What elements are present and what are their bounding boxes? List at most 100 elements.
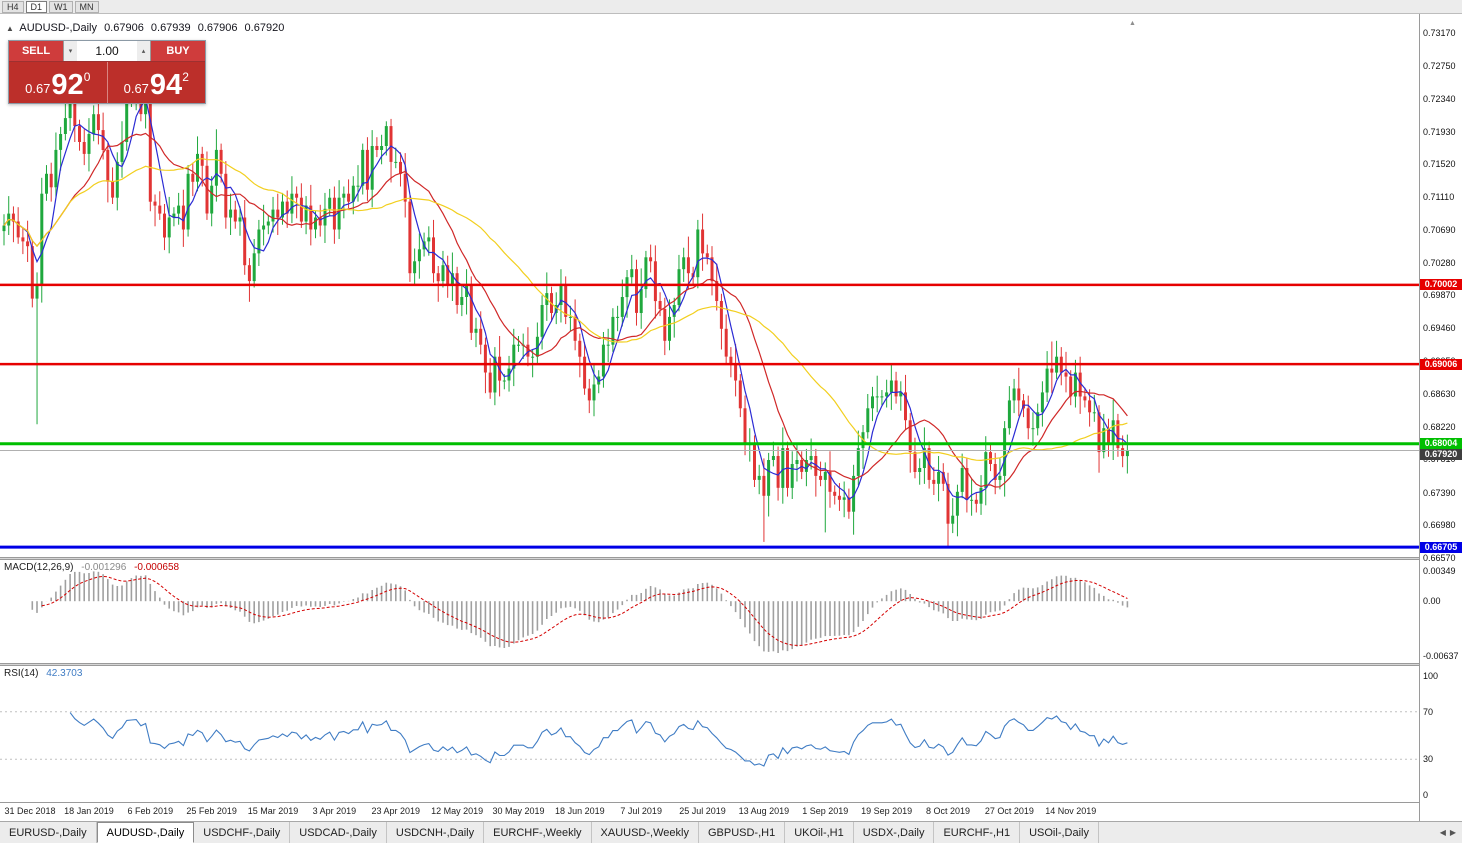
hline-price-badge: 0.69006 bbox=[1420, 358, 1462, 370]
axis-price-label: 0.68220 bbox=[1423, 421, 1456, 432]
trade-panel-divider bbox=[106, 62, 108, 103]
axis-price-label: 0.72340 bbox=[1423, 94, 1456, 105]
rsi-name: RSI(14) bbox=[4, 668, 39, 679]
chart-shift-marker[interactable]: ▲ bbox=[1129, 20, 1136, 27]
ohlc-close-value: 0.67920 bbox=[244, 22, 285, 34]
buy-button[interactable]: BUY bbox=[151, 41, 205, 61]
macd-name: MACD(12,26,9) bbox=[4, 562, 74, 573]
hline-price-badge: 0.66705 bbox=[1420, 541, 1462, 553]
date-axis-label: 25 Feb 2019 bbox=[186, 806, 237, 816]
price-pane[interactable]: ▲ AUDUSD-,Daily 0.67906 0.67939 0.67906 … bbox=[0, 14, 1419, 557]
ohlc-high-value: 0.67939 bbox=[150, 22, 191, 34]
axis-price-label: 0.71520 bbox=[1423, 159, 1456, 170]
axis-price-label: 70 bbox=[1423, 706, 1434, 717]
date-axis-label: 30 May 2019 bbox=[492, 806, 545, 816]
chart-tab-usdcad-daily[interactable]: USDCAD-,Daily bbox=[290, 822, 387, 843]
timeframe-button-w1[interactable]: W1 bbox=[49, 0, 73, 13]
axis-price-label: 0.00 bbox=[1423, 596, 1441, 607]
chart-tab-ukoil-h1[interactable]: UKOil-,H1 bbox=[785, 822, 854, 843]
axis-price-label: 0.72750 bbox=[1423, 61, 1456, 72]
chart-area: ▲ AUDUSD-,Daily 0.67906 0.67939 0.67906 … bbox=[0, 14, 1419, 821]
tab-scroll-right-icon[interactable]: ▶ bbox=[1449, 828, 1456, 837]
ask-price-small: 0.67 bbox=[123, 81, 149, 96]
macd-signal-value: -0.000658 bbox=[134, 562, 180, 573]
bid-price-big: 92 bbox=[51, 69, 84, 101]
axis-price-label: 0.69870 bbox=[1423, 290, 1456, 301]
chart-tab-eurchf-h1[interactable]: EURCHF-,H1 bbox=[934, 822, 1021, 843]
axis-price-label: 100 bbox=[1423, 671, 1439, 681]
ask-price-big: 94 bbox=[149, 69, 183, 101]
chart-tab-usdchf-daily[interactable]: USDCHF-,Daily bbox=[194, 822, 291, 843]
tab-scroll-left-icon[interactable]: ◀ bbox=[1439, 828, 1446, 837]
rsi-chart-canvas[interactable] bbox=[0, 666, 1419, 802]
one-click-trading-panel: SELL ▾ 1.00 ▴ BUY 0.67 92 0 bbox=[8, 40, 206, 104]
hline-price-badge: 0.70002 bbox=[1420, 279, 1462, 291]
chart-tab-eurusd-daily[interactable]: EURUSD-,Daily bbox=[0, 822, 97, 843]
volume-increase-button[interactable]: ▴ bbox=[137, 41, 150, 61]
price-scale[interactable]: 0.73170 0.72750 0.72340 0.71930 0.71520 0.711… bbox=[1419, 14, 1462, 821]
pane-splitter[interactable] bbox=[0, 557, 1419, 560]
axis-price-label: 0.70280 bbox=[1423, 257, 1456, 268]
sell-button[interactable]: SELL bbox=[9, 41, 63, 61]
date-axis-label: 14 Nov 2019 bbox=[1045, 806, 1097, 816]
date-axis-label: 25 Jul 2019 bbox=[679, 806, 726, 816]
hline-price-badge: 0.68004 bbox=[1420, 438, 1462, 450]
volume-spinner: ▾ 1.00 ▴ bbox=[63, 41, 151, 61]
trade-panel-toggle-icon[interactable]: ▲ bbox=[6, 24, 14, 33]
volume-decrease-button[interactable]: ▾ bbox=[64, 41, 77, 61]
timeframe-toolbar: H4 D1 W1 MN bbox=[0, 0, 1462, 14]
tab-scroll-arrows: ◀ ▶ bbox=[1434, 822, 1462, 843]
date-axis-label: 27 Oct 2019 bbox=[984, 806, 1034, 816]
chart-tab-audusd-daily[interactable]: AUDUSD-,Daily bbox=[96, 822, 195, 843]
current-price-badge: 0.67920 bbox=[1420, 449, 1462, 461]
chart-tab-usdx-daily[interactable]: USDX-,Daily bbox=[854, 822, 935, 843]
date-axis-label: 15 Mar 2019 bbox=[247, 806, 299, 816]
axis-price-label: 0.66570 bbox=[1423, 552, 1456, 563]
ohlc-low-value: 0.67906 bbox=[197, 22, 238, 34]
date-axis-label: 18 Jan 2019 bbox=[64, 806, 114, 816]
date-axis-label: 6 Feb 2019 bbox=[127, 806, 174, 816]
date-axis-label: 13 Aug 2019 bbox=[738, 806, 790, 816]
date-axis-label: 18 Jun 2019 bbox=[555, 806, 605, 816]
bid-price-button[interactable]: 0.67 92 0 bbox=[9, 62, 107, 103]
rsi-indicator-label: RSI(14) 42.3703 bbox=[4, 668, 87, 679]
ask-price-button[interactable]: 0.67 94 2 bbox=[108, 62, 206, 103]
date-axis-label: 1 Sep 2019 bbox=[802, 806, 849, 816]
date-axis[interactable]: 31 Dec 2018 18 Jan 2019 6 Feb 2019 25 Feb 2… bbox=[0, 802, 1419, 821]
chart-tabbar: EURUSD-,Daily AUDUSD-,Daily USDCHF-,Daily U… bbox=[0, 821, 1462, 843]
macd-indicator-label: MACD(12,26,9) -0.001296 -0.000658 bbox=[4, 562, 184, 573]
chart-tab-usdcnh-daily[interactable]: USDCNH-,Daily bbox=[387, 822, 485, 843]
chart-tab-xauusd-weekly[interactable]: XAUUSD-,Weekly bbox=[592, 822, 699, 843]
date-axis-label: 19 Sep 2019 bbox=[861, 806, 913, 816]
rsi-value: 42.3703 bbox=[46, 668, 83, 679]
axis-price-label: 0.73170 bbox=[1423, 28, 1456, 39]
axis-price-label: 0.68630 bbox=[1423, 389, 1456, 400]
date-axis-label: 12 May 2019 bbox=[431, 806, 484, 816]
axis-price-label: 0.00349 bbox=[1423, 566, 1456, 577]
axis-price-label: 0 bbox=[1423, 790, 1429, 800]
chart-tab-gbpusd-h1[interactable]: GBPUSD-,H1 bbox=[699, 822, 786, 843]
date-axis-label: 7 Jul 2019 bbox=[620, 806, 662, 816]
rsi-pane[interactable]: RSI(14) 42.3703 bbox=[0, 666, 1419, 802]
volume-input[interactable]: 1.00 bbox=[95, 44, 119, 58]
date-axis-label: 23 Apr 2019 bbox=[371, 806, 421, 816]
timeframe-button-d1[interactable]: D1 bbox=[25, 0, 48, 13]
axis-price-label: 30 bbox=[1423, 754, 1434, 765]
chart-tab-eurchf-weekly[interactable]: EURCHF-,Weekly bbox=[484, 822, 592, 843]
bid-price-small: 0.67 bbox=[25, 81, 51, 96]
axis-price-label: 0.71930 bbox=[1423, 126, 1456, 137]
ohlc-open-value: 0.67906 bbox=[104, 22, 144, 34]
date-axis-label: 31 Dec 2018 bbox=[4, 806, 56, 816]
pane-splitter[interactable] bbox=[0, 663, 1419, 666]
timeframe-button-mn[interactable]: MN bbox=[74, 0, 99, 13]
symbol-timeframe-label: AUDUSD-,Daily bbox=[19, 22, 97, 34]
axis-price-label: 0.69460 bbox=[1423, 323, 1456, 334]
chart-workspace: ▲ AUDUSD-,Daily 0.67906 0.67939 0.67906 … bbox=[0, 14, 1462, 821]
chart-tab-usoil-daily[interactable]: USOil-,Daily bbox=[1020, 822, 1099, 843]
axis-price-label: 0.70690 bbox=[1423, 225, 1456, 236]
macd-chart-canvas[interactable] bbox=[0, 560, 1419, 663]
macd-pane[interactable]: MACD(12,26,9) -0.001296 -0.000658 bbox=[0, 560, 1419, 663]
price-chart-canvas[interactable] bbox=[0, 14, 1419, 557]
timeframe-button-h4[interactable]: H4 bbox=[2, 0, 24, 13]
